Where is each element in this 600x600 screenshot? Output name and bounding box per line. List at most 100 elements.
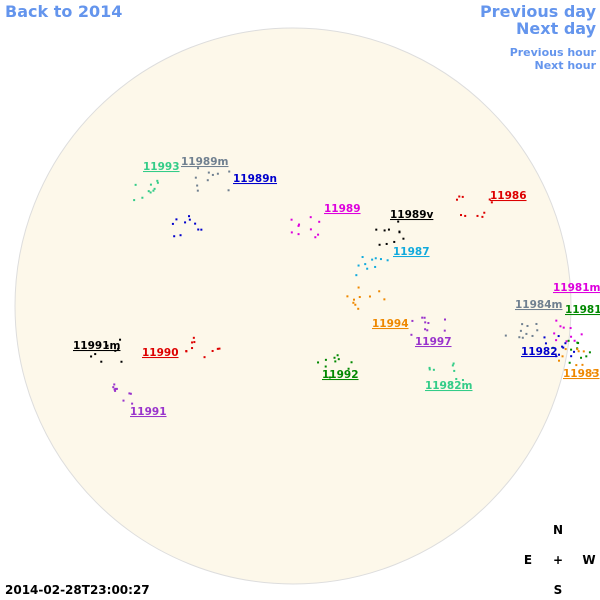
region-label[interactable]: 11994 [372, 318, 409, 330]
spot [580, 356, 583, 359]
spot [561, 355, 564, 358]
region-label[interactable]: 11989 [324, 203, 361, 215]
region-label[interactable]: 11990 [142, 347, 179, 359]
spot [200, 228, 203, 231]
spot [297, 224, 300, 227]
spot [318, 220, 321, 223]
region-label[interactable]: 11992 [322, 369, 359, 381]
spot [426, 329, 429, 332]
spot [366, 267, 369, 270]
region-label[interactable]: 11997 [415, 336, 452, 348]
spot [410, 333, 413, 336]
spot [383, 298, 386, 301]
spot [197, 228, 200, 231]
spot [364, 263, 367, 266]
spot [354, 303, 357, 306]
spot [353, 298, 356, 301]
spot [536, 329, 539, 332]
spot [476, 214, 479, 217]
spot [544, 342, 547, 345]
spot [117, 347, 120, 350]
spot [128, 392, 131, 395]
region-label[interactable]: 11981 [565, 304, 600, 316]
spot [385, 242, 388, 245]
region-label[interactable]: 11989n [233, 173, 277, 185]
spot [450, 382, 453, 385]
spot [290, 231, 293, 234]
spot [379, 258, 382, 261]
region-label[interactable]: 11989v [390, 209, 434, 221]
spot [227, 189, 230, 192]
spot [402, 237, 405, 240]
spot [191, 341, 194, 344]
spot [383, 229, 386, 232]
spot [133, 199, 136, 202]
spot [314, 236, 317, 239]
region-label[interactable]: 11987 [393, 246, 430, 258]
spot [309, 216, 312, 219]
spot [216, 347, 219, 350]
spot [106, 344, 109, 347]
spot [424, 321, 427, 324]
spot [557, 353, 560, 356]
next-day-link[interactable]: Next day [516, 19, 597, 38]
spot [411, 319, 414, 322]
spot [119, 338, 122, 341]
spot [88, 343, 91, 346]
spot [577, 350, 580, 353]
spot [114, 389, 117, 392]
spot [114, 349, 117, 352]
spot [461, 379, 464, 382]
spot [504, 334, 507, 337]
compass-e: E [524, 553, 532, 567]
spot [179, 234, 182, 237]
spot [361, 256, 364, 259]
spot [428, 366, 431, 369]
region-label[interactable]: 11982m [425, 380, 473, 392]
spot [368, 295, 371, 298]
spot [122, 399, 125, 402]
region-label[interactable]: 11981m [553, 282, 600, 294]
spot [555, 319, 558, 322]
spot [156, 181, 159, 184]
spot [141, 196, 144, 199]
spot [196, 189, 199, 192]
next-hour-link[interactable]: Next hour [535, 59, 597, 72]
spot [211, 173, 214, 176]
spot [596, 368, 599, 371]
region-labels: 11993 11989m 11989n 11989 11989v 11986 11987 11… [73, 156, 600, 418]
spot [386, 259, 389, 262]
spot [171, 222, 174, 225]
spot [371, 258, 374, 261]
region-label[interactable]: 11986 [490, 190, 527, 202]
spot [378, 290, 381, 293]
previous-day-link[interactable]: Previous day [480, 2, 597, 21]
spot [113, 383, 116, 386]
region-label[interactable]: 11983 [563, 368, 600, 380]
region-label[interactable]: 11982 [521, 346, 558, 358]
spot [324, 358, 327, 361]
spot [129, 392, 132, 395]
region-label[interactable]: 11984m [515, 299, 563, 311]
spot [481, 215, 484, 218]
spot [455, 377, 458, 380]
region-label[interactable]: 11993 [143, 161, 180, 173]
region-label[interactable]: 11991m [73, 340, 121, 352]
spot [428, 368, 431, 371]
spot [115, 387, 118, 390]
spot [333, 356, 336, 359]
spot [521, 323, 524, 326]
previous-hour-link[interactable]: Previous hour [510, 46, 597, 59]
spot [134, 183, 137, 186]
spot [518, 336, 521, 339]
spot [483, 211, 486, 214]
spot [573, 339, 576, 342]
spot [334, 360, 337, 363]
spot [552, 346, 555, 349]
region-label[interactable]: 11989m [181, 156, 229, 168]
timestamp: 2014-02-28T23:00:27 [5, 583, 150, 597]
spot [488, 198, 491, 201]
spot [543, 336, 546, 339]
back-link[interactable]: Back to 2014 [5, 2, 122, 21]
region-label[interactable]: 11991 [130, 406, 167, 418]
